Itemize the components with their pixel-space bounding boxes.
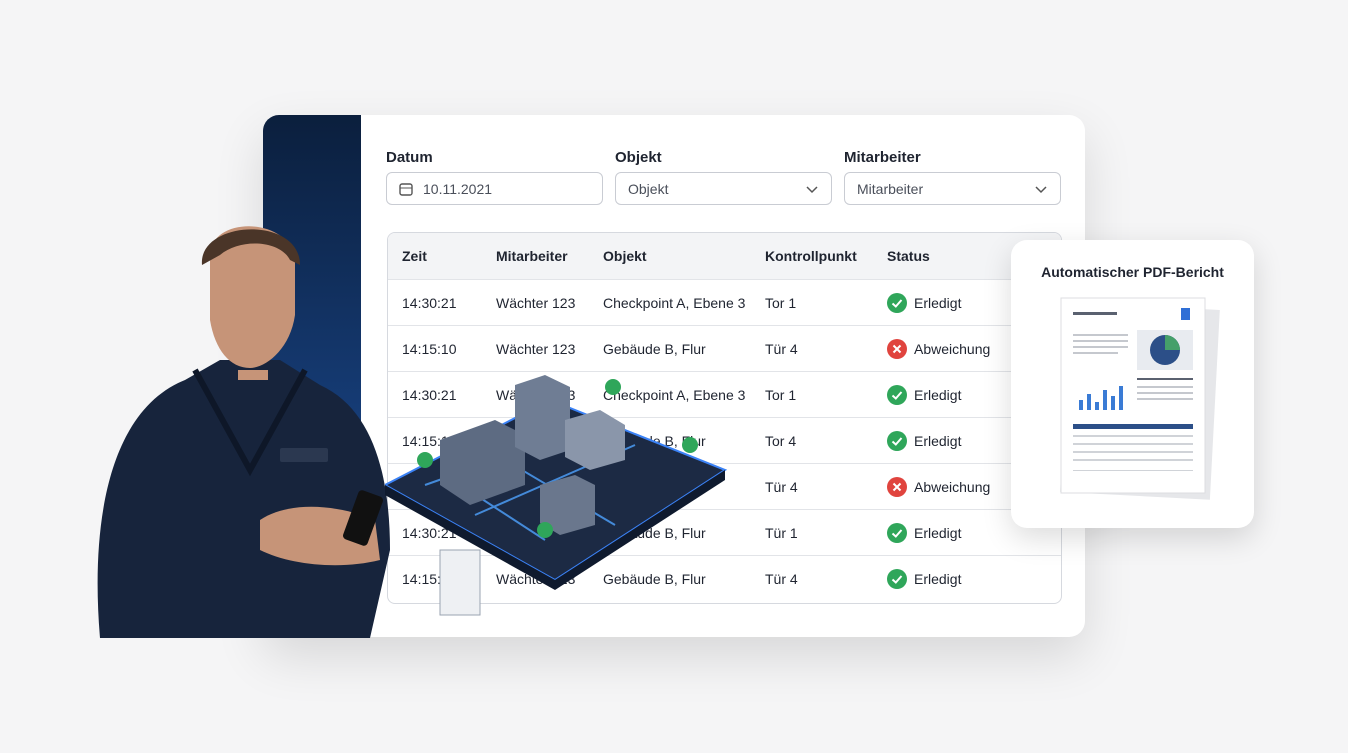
table-row: Tür 4 Abweichung (388, 463, 1061, 510)
header-row: Zeit Mitarbeiter Objekt Kontrollpunkt Status (388, 233, 1061, 279)
table-cell: 14:15:10 (402, 341, 457, 357)
table-cell: Tür 4 (765, 571, 798, 587)
table-cell: Gebäude B, Flur (603, 341, 706, 357)
table-cell: Tor 1 (765, 295, 797, 311)
status-icon (887, 431, 907, 451)
pdf-card: Automatischer PDF-Bericht (1011, 240, 1254, 528)
status-text: Abweichung (914, 341, 991, 357)
filter-input: 10.11.2021 (386, 172, 603, 205)
status-icon (887, 477, 907, 497)
table-cell: Checkpoint A, Ebene 3 (603, 295, 746, 311)
filter-label: Mitarbeiter (844, 149, 921, 166)
dashboard-card: Datum 10.11.2021 Objekt Objekt Mitarbeiter Mi… (263, 115, 1085, 637)
filter-label: Objekt (615, 149, 662, 166)
table-row: 14:30:21 Wächter 123 Checkpoint A, Ebene 3… (388, 279, 1061, 326)
table-row: 14:15:10 Wächter 123 Gebäude B, Flur Tür 4 A… (388, 325, 1061, 372)
header-cell: Kontrollpunkt (765, 248, 857, 264)
filter-value: 10.11.2021 (423, 181, 493, 197)
table-cell: Tür 4 (765, 479, 798, 495)
table-cell: Tür 4 (765, 341, 798, 357)
status-text: Abweichung (914, 479, 991, 495)
table-cell: Checkpoint A, Ebene 3 (603, 387, 746, 403)
status-text: Erledigt (914, 433, 962, 449)
map-illustration (385, 375, 728, 616)
header-cell: Zeit (402, 248, 427, 264)
pdf-illustration (1060, 297, 1220, 500)
filter-value: Objekt (628, 181, 669, 197)
status-text: Erledigt (914, 387, 962, 403)
table-cell: 14:30:21 (402, 387, 457, 403)
guard-illustration (97, 226, 390, 638)
header-cell: Objekt (603, 248, 647, 264)
chevron-icon (1035, 186, 1047, 194)
status-icon (887, 385, 907, 405)
status-icon (887, 293, 907, 313)
header-cell: Mitarbeiter (496, 248, 568, 264)
table-cell: Tür 1 (765, 525, 798, 541)
filter-input: Mitarbeiter (844, 172, 1061, 205)
status-icon (887, 523, 907, 543)
table-cell: 14:30:21 (402, 525, 457, 541)
status-icon (887, 569, 907, 589)
table-cell: Tor 4 (765, 433, 797, 449)
table-cell: Wächter 123 (496, 341, 576, 357)
table-cell: 14:30:21 (402, 295, 457, 311)
filter-input: Objekt (615, 172, 832, 205)
pdf-title: Automatischer PDF-Bericht (1041, 264, 1224, 280)
status-text: Erledigt (914, 525, 962, 541)
filter-value: Mitarbeiter (857, 181, 924, 197)
status-icon (887, 339, 907, 359)
calendar-icon (399, 183, 413, 196)
status-text: Erledigt (914, 295, 962, 311)
table-cell: Gebäude B, Flur (603, 571, 706, 587)
chevron-icon (806, 186, 818, 194)
filter-label: Datum (386, 149, 433, 166)
table-cell: Tor 1 (765, 387, 797, 403)
status-text: Erledigt (914, 571, 962, 587)
header-cell: Status (887, 248, 930, 264)
table-cell: Wächter 123 (496, 295, 576, 311)
